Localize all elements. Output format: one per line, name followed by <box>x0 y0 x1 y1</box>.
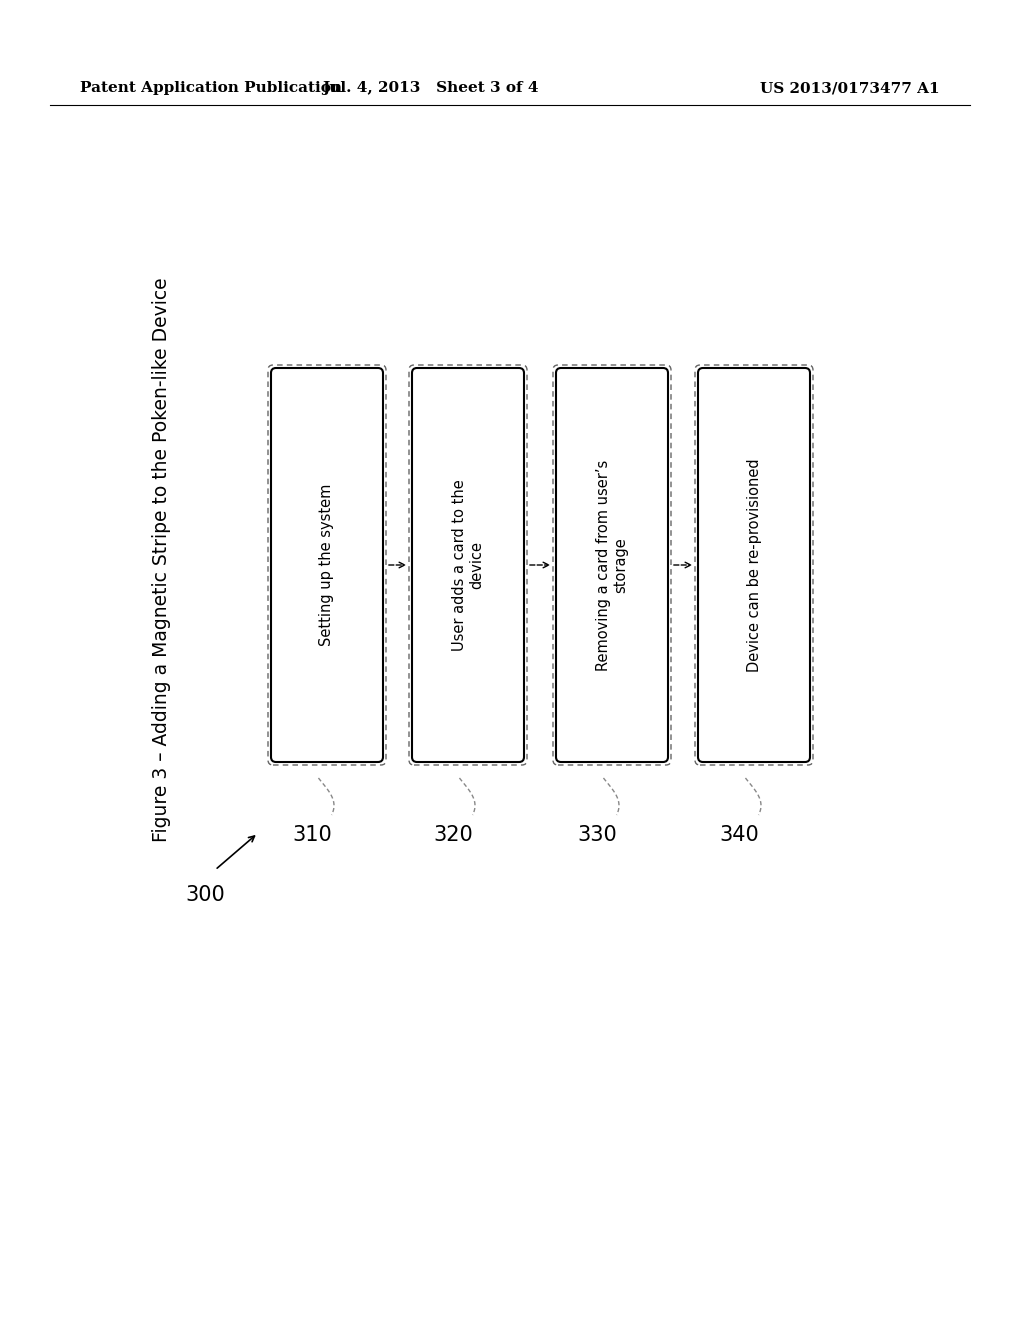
Text: Figure 3 – Adding a Magnetic Stripe to the Poken-like Device: Figure 3 – Adding a Magnetic Stripe to t… <box>153 277 171 842</box>
Text: 330: 330 <box>578 825 616 845</box>
Text: 320: 320 <box>433 825 473 845</box>
FancyBboxPatch shape <box>556 368 668 762</box>
Text: Setting up the system: Setting up the system <box>319 484 335 647</box>
Text: US 2013/0173477 A1: US 2013/0173477 A1 <box>761 81 940 95</box>
Text: 300: 300 <box>185 884 224 906</box>
Text: Patent Application Publication: Patent Application Publication <box>80 81 342 95</box>
FancyBboxPatch shape <box>271 368 383 762</box>
FancyBboxPatch shape <box>698 368 810 762</box>
Text: 340: 340 <box>719 825 759 845</box>
Text: Jul. 4, 2013   Sheet 3 of 4: Jul. 4, 2013 Sheet 3 of 4 <box>322 81 539 95</box>
Text: Removing a card from user’s
storage: Removing a card from user’s storage <box>596 459 628 671</box>
Text: Device can be re-provisioned: Device can be re-provisioned <box>746 458 762 672</box>
Text: 310: 310 <box>292 825 332 845</box>
Text: User adds a card to the
device: User adds a card to the device <box>452 479 484 651</box>
FancyBboxPatch shape <box>412 368 524 762</box>
